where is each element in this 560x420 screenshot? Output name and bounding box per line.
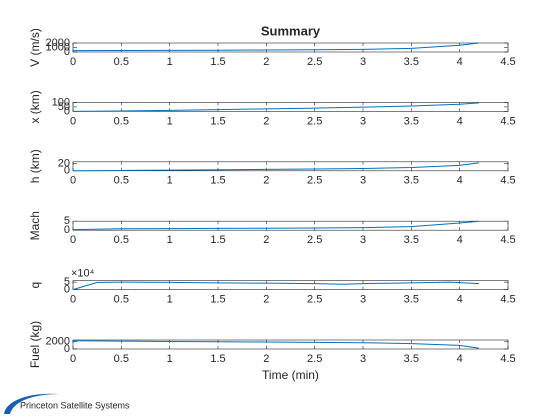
x-tick-label: 3.5	[404, 115, 419, 127]
x-tick-label: 0.5	[114, 353, 129, 365]
x-tick-label: 4.5	[500, 353, 515, 365]
x-tick-label: 4.5	[500, 56, 515, 68]
y-tick-label: 0	[64, 343, 70, 355]
x-tick-label: 0	[70, 234, 76, 246]
x-tick-label: 3	[360, 294, 366, 306]
logo: Princeton Satellite Systems	[4, 393, 130, 414]
x-tick-label: 0.5	[114, 56, 129, 68]
y-tick-label: 0	[64, 224, 70, 236]
x-tick-label: 4	[457, 294, 463, 306]
data-line	[72, 340, 480, 349]
axes-box	[72, 280, 509, 290]
x-tick-label: 0	[70, 175, 76, 187]
x-tick-label: 4.5	[500, 175, 515, 187]
data-line	[72, 102, 480, 112]
x-tick-label: 2	[263, 56, 269, 68]
x-tick-label: 4.5	[500, 115, 515, 127]
x-tick-label: 0.5	[114, 234, 129, 246]
x-tick-label: 0	[70, 115, 76, 127]
x-tick-label: 3.5	[404, 353, 419, 365]
x-tick-label: 2	[263, 353, 269, 365]
x-tick-label: 4	[457, 175, 463, 187]
y-axis-label: h (km)	[28, 149, 42, 183]
y-tick-label: 50	[58, 101, 70, 113]
y-tick-label: 0	[64, 284, 70, 296]
y-tick-label: 2000	[46, 336, 70, 348]
x-tick-label: 2	[263, 294, 269, 306]
x-tick-label: 1.5	[210, 56, 225, 68]
x-tick-label: 3.5	[404, 294, 419, 306]
data-line	[72, 42, 480, 52]
x-tick-label: 1.5	[210, 294, 225, 306]
x-tick-label: 4	[457, 353, 463, 365]
x-tick-label: 4	[457, 115, 463, 127]
y-axis-label: V (m/s)	[28, 28, 42, 67]
x-tick-label: 1	[167, 175, 173, 187]
y-tick-label: 1000	[46, 41, 70, 53]
x-tick-label: 1	[167, 294, 173, 306]
y-tick-label: 20	[58, 158, 70, 170]
data-line	[72, 281, 480, 291]
logo-swoosh	[4, 393, 60, 414]
x-tick-label: 4.5	[500, 234, 515, 246]
y-axis-label: x (km)	[28, 90, 42, 123]
x-tick-label: 3	[360, 353, 366, 365]
x-tick-label: 0	[70, 56, 76, 68]
x-tick-label: 0.5	[114, 115, 129, 127]
y-axis-label: q	[28, 282, 42, 289]
y-tick-label: 2000	[46, 37, 70, 49]
x-tick-label: 2.5	[307, 353, 322, 365]
y-tick-label: 0	[64, 165, 70, 177]
axes-box	[72, 161, 509, 172]
x-tick-label: 2	[263, 115, 269, 127]
data-line	[72, 162, 480, 172]
y-tick-label: 100	[52, 96, 70, 108]
x-tick-label: 2	[263, 234, 269, 246]
x-tick-label: 3	[360, 234, 366, 246]
y-tick-label: 0	[64, 105, 70, 117]
x-tick-label: 1.5	[210, 175, 225, 187]
x-tick-label: 2.5	[307, 294, 322, 306]
axes-box	[72, 339, 509, 350]
x-tick-label: 1.5	[210, 234, 225, 246]
x-tick-label: 3.5	[404, 175, 419, 187]
axes-box	[72, 220, 509, 231]
x-tick-label: 1.5	[210, 115, 225, 127]
y-tick-label: 5	[64, 215, 70, 227]
x-tick-label: 1	[167, 234, 173, 246]
x-tick-label: 0.5	[114, 175, 129, 187]
x-tick-label: 2	[263, 175, 269, 187]
x-tick-label: 4	[457, 234, 463, 246]
y-tick-label: 5	[64, 276, 70, 288]
chart-title: Summary	[261, 23, 321, 38]
x-tick-label: 3	[360, 56, 366, 68]
x-tick-label: 4.5	[500, 294, 515, 306]
y-tick-label: 0	[64, 46, 70, 58]
x-tick-label: 1	[167, 56, 173, 68]
data-line	[72, 220, 480, 231]
x-tick-label: 3.5	[404, 234, 419, 246]
x-tick-label: 2.5	[307, 234, 322, 246]
x-tick-label: 2.5	[307, 115, 322, 127]
x-tick-label: 0.5	[114, 294, 129, 306]
x-tick-label: 1	[167, 115, 173, 127]
x-tick-label: 3.5	[404, 56, 419, 68]
x-tick-label: 2.5	[307, 56, 322, 68]
y-axis-label: Mach	[28, 211, 42, 240]
x-axis-label: Time (min)	[262, 368, 319, 382]
x-tick-label: 1.5	[210, 353, 225, 365]
x-tick-label: 0	[70, 353, 76, 365]
logo-text: Princeton Satellite Systems	[20, 400, 130, 410]
x-tick-label: 3	[360, 115, 366, 127]
x-tick-label: 2.5	[307, 175, 322, 187]
x-tick-label: 3	[360, 175, 366, 187]
y-axis-label: Fuel (kg)	[28, 321, 42, 368]
x-tick-label: 0	[70, 294, 76, 306]
y-exponent: ×10⁴	[71, 268, 95, 280]
x-tick-label: 4	[457, 56, 463, 68]
x-tick-label: 1	[167, 353, 173, 365]
